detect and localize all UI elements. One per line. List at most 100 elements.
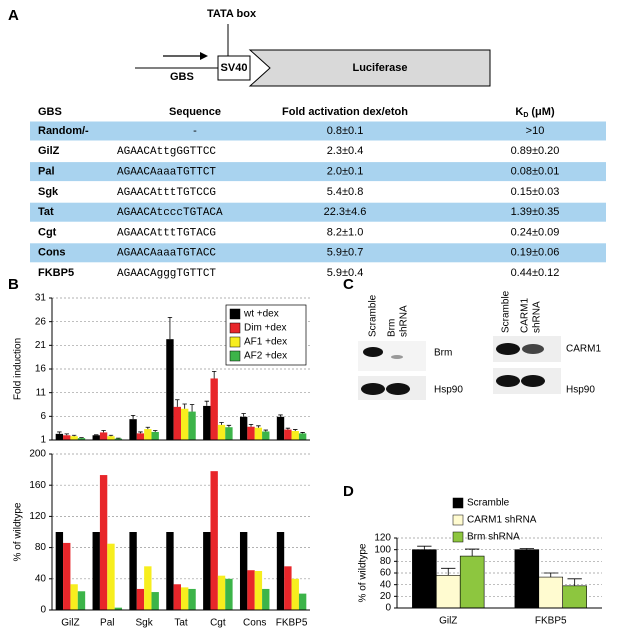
error-bar — [57, 431, 62, 434]
error-bar — [189, 404, 195, 412]
cell: 0.08±0.01 — [511, 166, 560, 178]
bar — [276, 532, 285, 610]
y-tick-label: 40 — [35, 573, 47, 584]
panel-label: C — [343, 276, 354, 293]
error-bar — [441, 567, 456, 576]
legend-label: AF1 +dex — [244, 337, 287, 348]
bar — [412, 549, 437, 609]
bar — [291, 578, 299, 610]
bar — [188, 411, 196, 440]
bar — [210, 378, 218, 440]
cell: AGAACAtttTGTCCG — [117, 187, 216, 199]
bar — [136, 433, 145, 440]
cell: 2.3±0.4 — [327, 145, 364, 157]
cell: Pal — [38, 166, 55, 178]
legend-swatch — [452, 531, 464, 543]
y-tick-label: 0 — [40, 605, 46, 616]
error-bar — [293, 429, 298, 432]
bar — [514, 549, 540, 609]
bar — [129, 532, 137, 610]
bar — [181, 408, 189, 440]
bar — [298, 593, 307, 610]
bar — [70, 584, 78, 610]
cell: 0.8±0.1 — [327, 125, 364, 137]
lane-label: Scramble — [368, 294, 379, 337]
bar — [217, 424, 226, 440]
bar — [55, 433, 64, 440]
y-tick-label: 120 — [29, 511, 46, 522]
bar — [188, 588, 196, 610]
bar — [151, 431, 159, 440]
cell: 1.39±0.35 — [511, 206, 560, 218]
bar — [70, 436, 78, 440]
y-tick-label: 100 — [374, 544, 391, 555]
cell: GilZ — [38, 145, 60, 157]
blot-band — [391, 355, 403, 359]
blot-left: Scramble Brm shRNA Brm Hsp90 — [358, 294, 463, 400]
x-tick-label: Cons — [243, 618, 266, 629]
x-tick-label: Sgk — [136, 618, 154, 629]
legend-label: CARM1 shRNA — [467, 515, 537, 526]
cell: - — [193, 125, 197, 137]
y-tick-label: 11 — [36, 387, 47, 398]
bar — [99, 475, 108, 610]
tata-label: TATA box — [207, 8, 257, 20]
bar — [284, 429, 292, 440]
bar — [239, 532, 248, 610]
y-tick-label: 40 — [380, 579, 392, 590]
y-tick-label: 31 — [35, 293, 47, 304]
bar — [63, 435, 71, 440]
x-tick-label: Tat — [174, 618, 188, 629]
y-tick-label: 6 — [40, 411, 46, 422]
x-tick-label: Pal — [100, 618, 114, 629]
blot-band — [522, 344, 544, 354]
error-bar — [204, 400, 210, 406]
blot-row-label: Hsp90 — [566, 385, 595, 396]
y-tick-label: 80 — [35, 542, 47, 553]
cell: Tat — [38, 206, 54, 218]
table-header: Sequence — [169, 106, 221, 118]
x-tick-label: FKBP5 — [535, 616, 567, 627]
error-bar — [71, 434, 77, 437]
error-bar — [145, 426, 151, 430]
luciferase-label: Luciferase — [352, 62, 407, 74]
blot-band — [496, 343, 520, 355]
table-header: Fold activation dex/etoh — [282, 106, 408, 118]
bar — [144, 566, 152, 610]
bar — [151, 592, 159, 610]
bar — [262, 588, 270, 610]
row-band — [30, 162, 606, 182]
bar — [92, 435, 100, 440]
legend-swatch — [452, 514, 464, 526]
bar — [166, 532, 174, 610]
x-tick-label: Cgt — [210, 618, 226, 629]
cell: 5.9±0.4 — [327, 267, 364, 279]
cell: Random/- — [38, 125, 89, 137]
x-tick-label: FKBP5 — [276, 618, 308, 629]
cell: 22.3±4.6 — [324, 206, 367, 218]
error-bar — [167, 317, 173, 340]
cell: >10 — [526, 125, 545, 137]
error-bar — [543, 572, 558, 578]
legend-swatch — [229, 336, 241, 348]
row-band — [30, 243, 606, 263]
bar — [107, 543, 115, 610]
error-bar — [285, 427, 291, 430]
cell: AGAACAtttTGTACG — [117, 227, 216, 239]
error-bar — [101, 430, 106, 433]
x-tick-label: GilZ — [61, 618, 79, 629]
error-bar — [256, 425, 261, 428]
cell: Cgt — [38, 226, 57, 238]
error-bar — [300, 432, 305, 434]
error-bar — [241, 413, 246, 417]
bar — [129, 419, 137, 440]
bar — [203, 532, 211, 610]
error-bar — [130, 414, 136, 420]
bar — [225, 427, 233, 440]
y-tick-label: 200 — [29, 449, 46, 460]
bar — [217, 575, 226, 610]
y-tick-label: 0 — [385, 603, 391, 614]
y-tick-label: 21 — [35, 340, 47, 351]
error-bar — [108, 434, 114, 437]
